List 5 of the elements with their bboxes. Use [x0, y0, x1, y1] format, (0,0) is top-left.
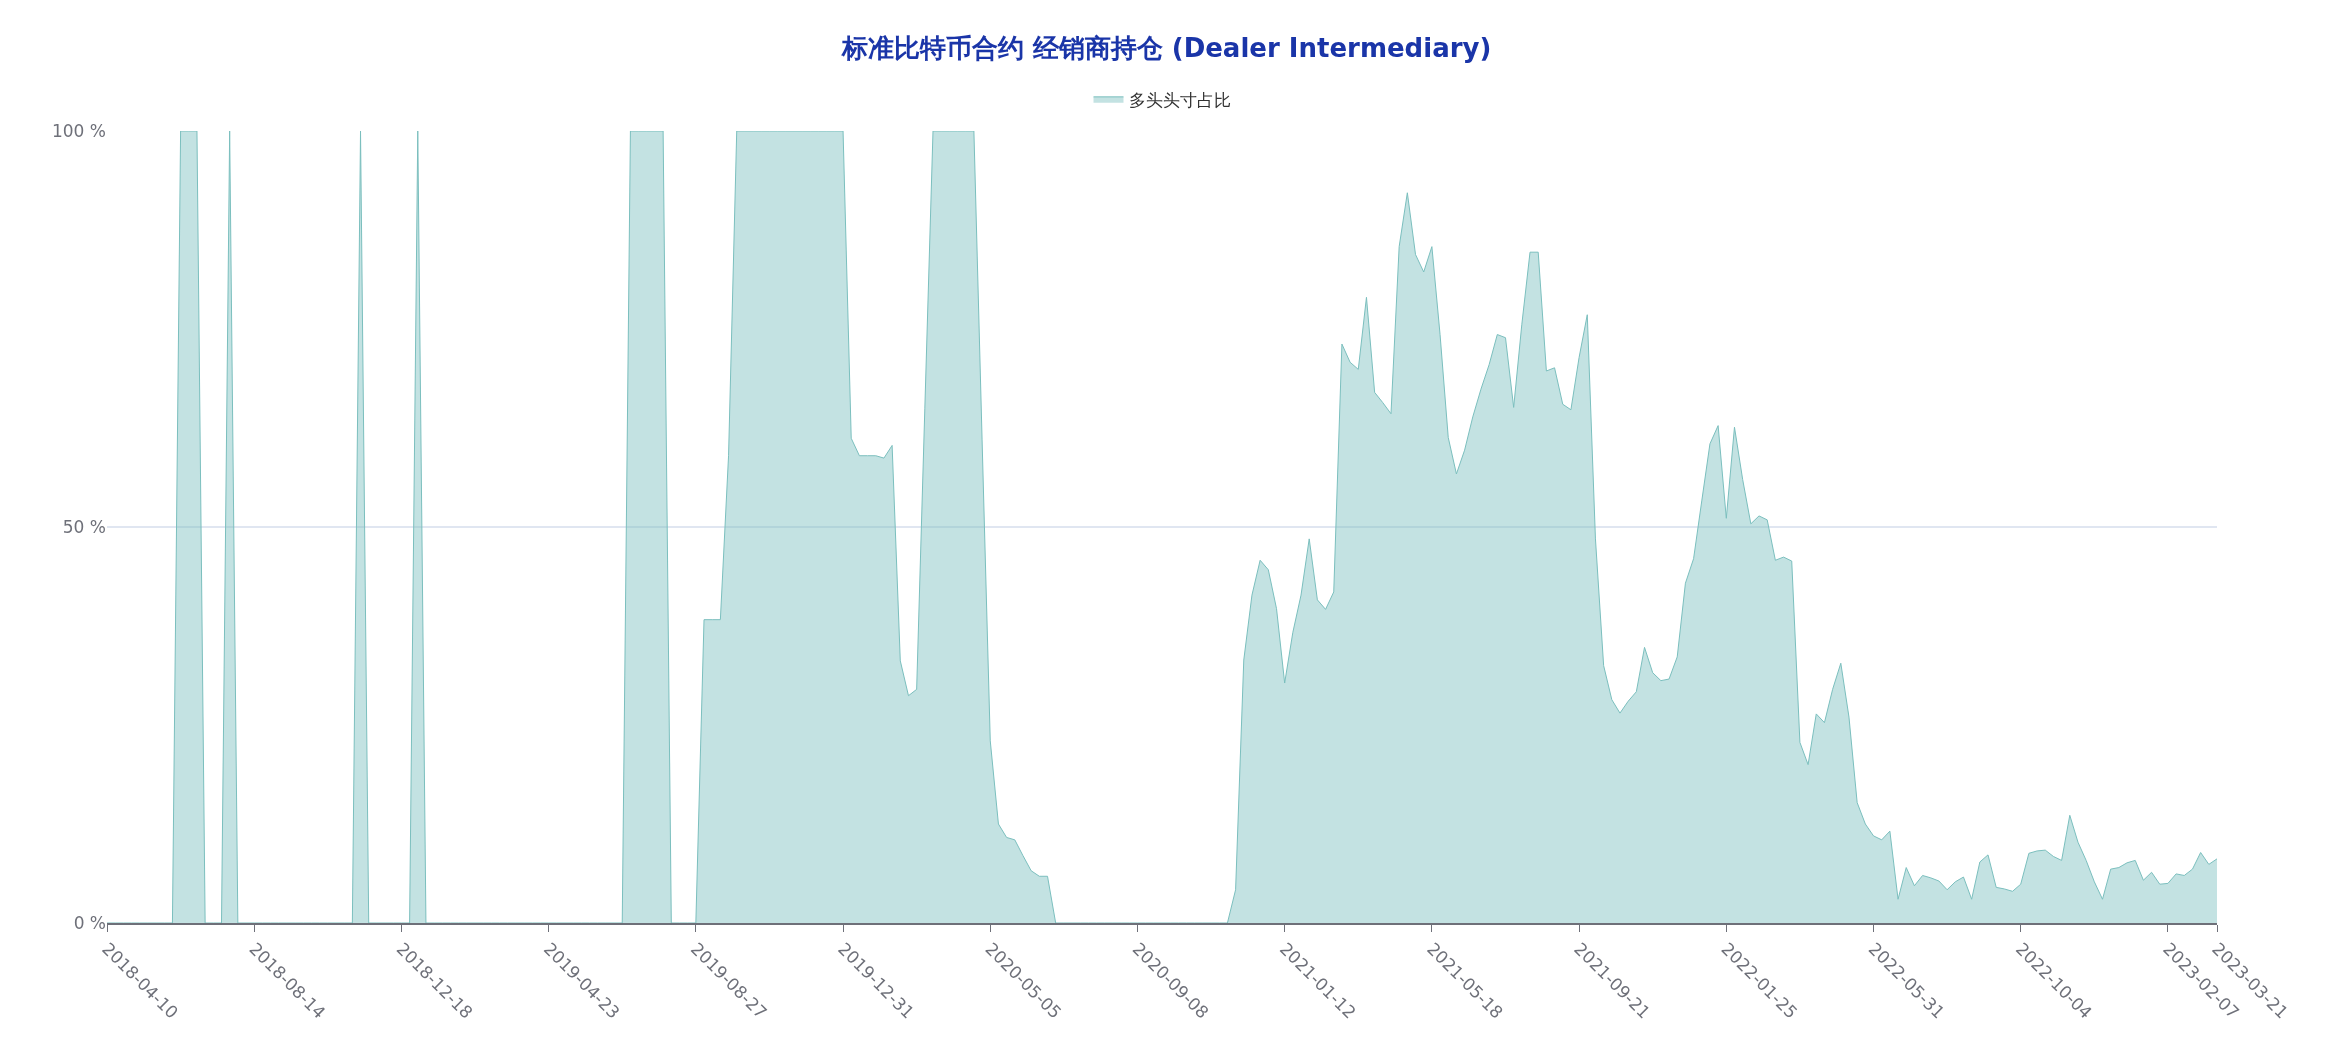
y-tick-label: 100 %	[51, 120, 106, 141]
legend-label: 多头头寸占比	[1128, 89, 1231, 110]
chart-title: 标准比特币合约 经销商持仓 (Dealer Intermediary)	[840, 32, 1492, 63]
y-tick-label: 0 %	[73, 912, 106, 933]
y-tick-label: 50 %	[62, 516, 106, 537]
